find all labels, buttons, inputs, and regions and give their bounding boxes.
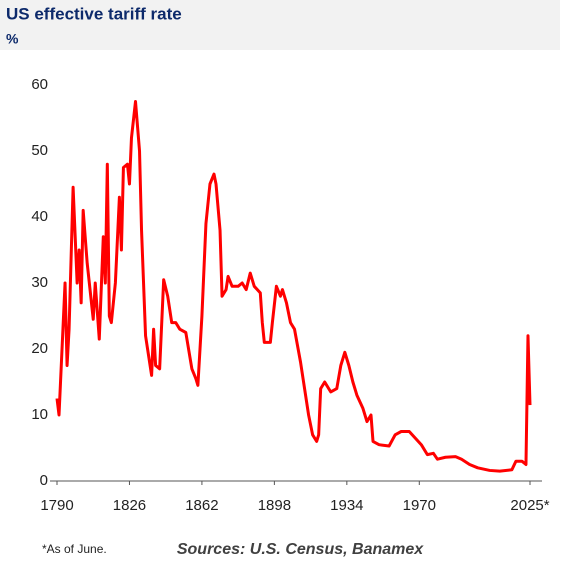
x-tick-label: 1790 <box>40 497 73 514</box>
y-tick-label: 50 <box>31 142 48 159</box>
y-tick-label: 40 <box>31 208 48 225</box>
y-tick-label: 60 <box>31 76 48 93</box>
chart-subtitle: % <box>6 31 19 47</box>
y-tick-label: 30 <box>31 274 48 291</box>
x-tick-label: 1826 <box>113 497 146 514</box>
y-tick-label: 0 <box>40 472 48 489</box>
y-tick-label: 20 <box>31 340 48 357</box>
footnote: *As of June. <box>42 542 107 556</box>
y-tick-label: 10 <box>31 406 48 423</box>
source: Sources: U.S. Census, Banamex <box>177 541 424 558</box>
series-line <box>55 100 532 473</box>
x-tick-label: 1898 <box>258 497 291 514</box>
header-band <box>0 0 560 50</box>
x-tick-label: 2025* <box>510 497 549 514</box>
chart-title: US effective tariff rate <box>6 4 182 23</box>
x-tick-label: 1970 <box>403 497 436 514</box>
x-tick-label: 1862 <box>185 497 218 514</box>
x-tick-label: 1934 <box>330 497 363 514</box>
